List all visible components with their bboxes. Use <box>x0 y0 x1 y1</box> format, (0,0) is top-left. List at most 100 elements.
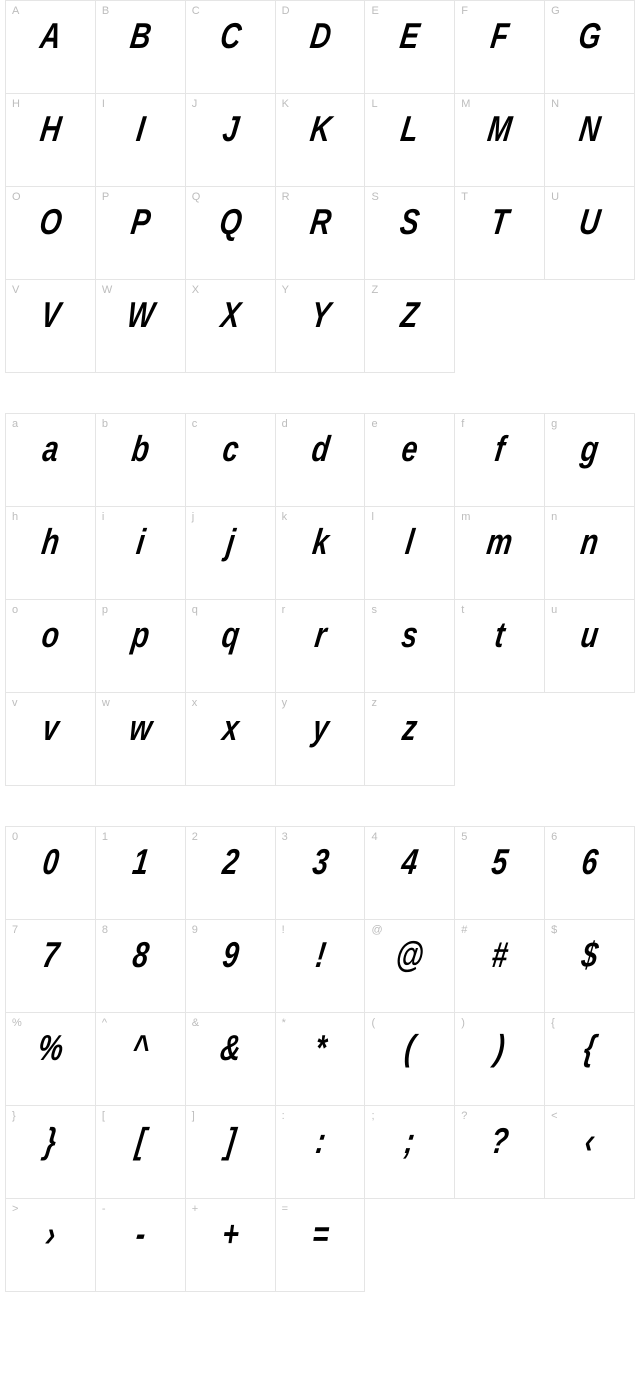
cell-glyph: g <box>552 428 627 470</box>
glyph-row: }}[[]]::;;??<‹ <box>6 1106 635 1199</box>
cell-glyph: j <box>193 521 268 563</box>
glyph-cell: FF <box>455 1 545 94</box>
glyph-cell: VV <box>6 280 96 373</box>
glyph-cell: kk <box>276 507 366 600</box>
glyph-cell: 77 <box>6 920 96 1013</box>
cell-label: ! <box>282 924 285 936</box>
cell-label: : <box>282 1110 285 1122</box>
glyph-cell: }} <box>6 1106 96 1199</box>
cell-glyph: i <box>103 521 178 563</box>
cell-glyph: 1 <box>103 841 178 883</box>
cell-label: 5 <box>461 831 467 843</box>
cell-glyph: k <box>282 521 357 563</box>
glyph-cell: jj <box>186 507 276 600</box>
glyph-row: hhiijjkkllmmnn <box>6 507 635 600</box>
glyph-cell: 88 <box>96 920 186 1013</box>
glyph-row: OOPPQQRRSSTTUU <box>6 187 635 280</box>
cell-label: x <box>192 697 198 709</box>
glyph-cell: >› <box>6 1199 96 1292</box>
cell-glyph: y <box>282 707 357 749</box>
cell-label: n <box>551 511 557 523</box>
glyph-row: vvwwxxyyzz <box>6 693 635 786</box>
cell-glyph: ? <box>462 1120 537 1162</box>
cell-glyph: 8 <box>103 934 178 976</box>
cell-label: 6 <box>551 831 557 843</box>
glyph-cell: $$ <box>545 920 635 1013</box>
cell-glyph: ; <box>372 1120 447 1162</box>
cell-label: k <box>282 511 288 523</box>
cell-label: $ <box>551 924 557 936</box>
cell-glyph: v <box>13 707 88 749</box>
cell-label: ] <box>192 1110 195 1122</box>
cell-glyph: K <box>282 108 357 150</box>
glyph-cell: hh <box>6 507 96 600</box>
glyph-cell: tt <box>455 600 545 693</box>
cell-glyph: p <box>103 614 178 656</box>
cell-glyph: ^ <box>103 1027 178 1069</box>
cell-glyph: E <box>372 15 447 57</box>
cell-glyph: A <box>13 15 88 57</box>
cell-glyph: a <box>13 428 88 470</box>
glyph-cell: DD <box>276 1 366 94</box>
glyph-cell: && <box>186 1013 276 1106</box>
cell-glyph: c <box>193 428 268 470</box>
cell-glyph: q <box>193 614 268 656</box>
glyph-cell: pp <box>96 600 186 693</box>
cell-label: g <box>551 418 557 430</box>
cell-glyph: W <box>103 294 178 336</box>
glyph-row: 00112233445566 <box>6 827 635 920</box>
glyph-cell: nn <box>545 507 635 600</box>
glyph-cell: ee <box>365 414 455 507</box>
glyph-cell: XX <box>186 280 276 373</box>
glyph-cell: (( <box>365 1013 455 1106</box>
cell-glyph: L <box>372 108 447 150</box>
glyph-cell: bb <box>96 414 186 507</box>
cell-glyph: { <box>552 1027 627 1069</box>
glyph-cell: :: <box>276 1106 366 1199</box>
glyph-row: >›--++== <box>6 1199 635 1292</box>
cell-label: * <box>282 1017 286 1029</box>
cell-glyph: t <box>462 614 537 656</box>
cell-label: 2 <box>192 831 198 843</box>
cell-label: o <box>12 604 18 616</box>
glyph-cell: 11 <box>96 827 186 920</box>
cell-label: b <box>102 418 108 430</box>
cell-glyph: @ <box>372 934 447 976</box>
cell-glyph: V <box>13 294 88 336</box>
glyph-cell: 22 <box>186 827 276 920</box>
cell-label: 7 <box>12 924 18 936</box>
glyph-cell: ZZ <box>365 280 455 373</box>
glyph-row: ooppqqrrssttuu <box>6 600 635 693</box>
glyph-cell: MM <box>455 94 545 187</box>
cell-glyph: : <box>282 1120 357 1162</box>
cell-glyph: % <box>13 1027 88 1069</box>
glyph-row: VVWWXXYYZZ <box>6 280 635 373</box>
glyph-cell: 44 <box>365 827 455 920</box>
glyph-row: HHIIJJKKLLMMNN <box>6 94 635 187</box>
empty-cell <box>455 1199 545 1292</box>
glyph-cell: [[ <box>96 1106 186 1199</box>
cell-label: t <box>461 604 464 616</box>
cell-label: d <box>282 418 288 430</box>
cell-label: ( <box>371 1017 375 1029</box>
glyph-cell: ++ <box>186 1199 276 1292</box>
glyph-cell: BB <box>96 1 186 94</box>
cell-label: l <box>371 511 373 523</box>
glyph-cell: zz <box>365 693 455 786</box>
cell-label: # <box>461 924 467 936</box>
cell-glyph: * <box>282 1027 357 1069</box>
glyph-cell: -- <box>96 1199 186 1292</box>
cell-glyph: [ <box>103 1120 178 1162</box>
cell-glyph: M <box>462 108 537 150</box>
cell-label: = <box>282 1203 288 1215</box>
glyph-cell: GG <box>545 1 635 94</box>
cell-glyph: 4 <box>372 841 447 883</box>
glyph-cell: ]] <box>186 1106 276 1199</box>
cell-glyph: = <box>282 1213 357 1255</box>
cell-glyph: U <box>552 201 627 243</box>
empty-cell <box>365 1199 455 1292</box>
glyph-cell: )) <box>455 1013 545 1106</box>
glyph-cell: YY <box>276 280 366 373</box>
glyph-cell: UU <box>545 187 635 280</box>
glyph-cell: dd <box>276 414 366 507</box>
